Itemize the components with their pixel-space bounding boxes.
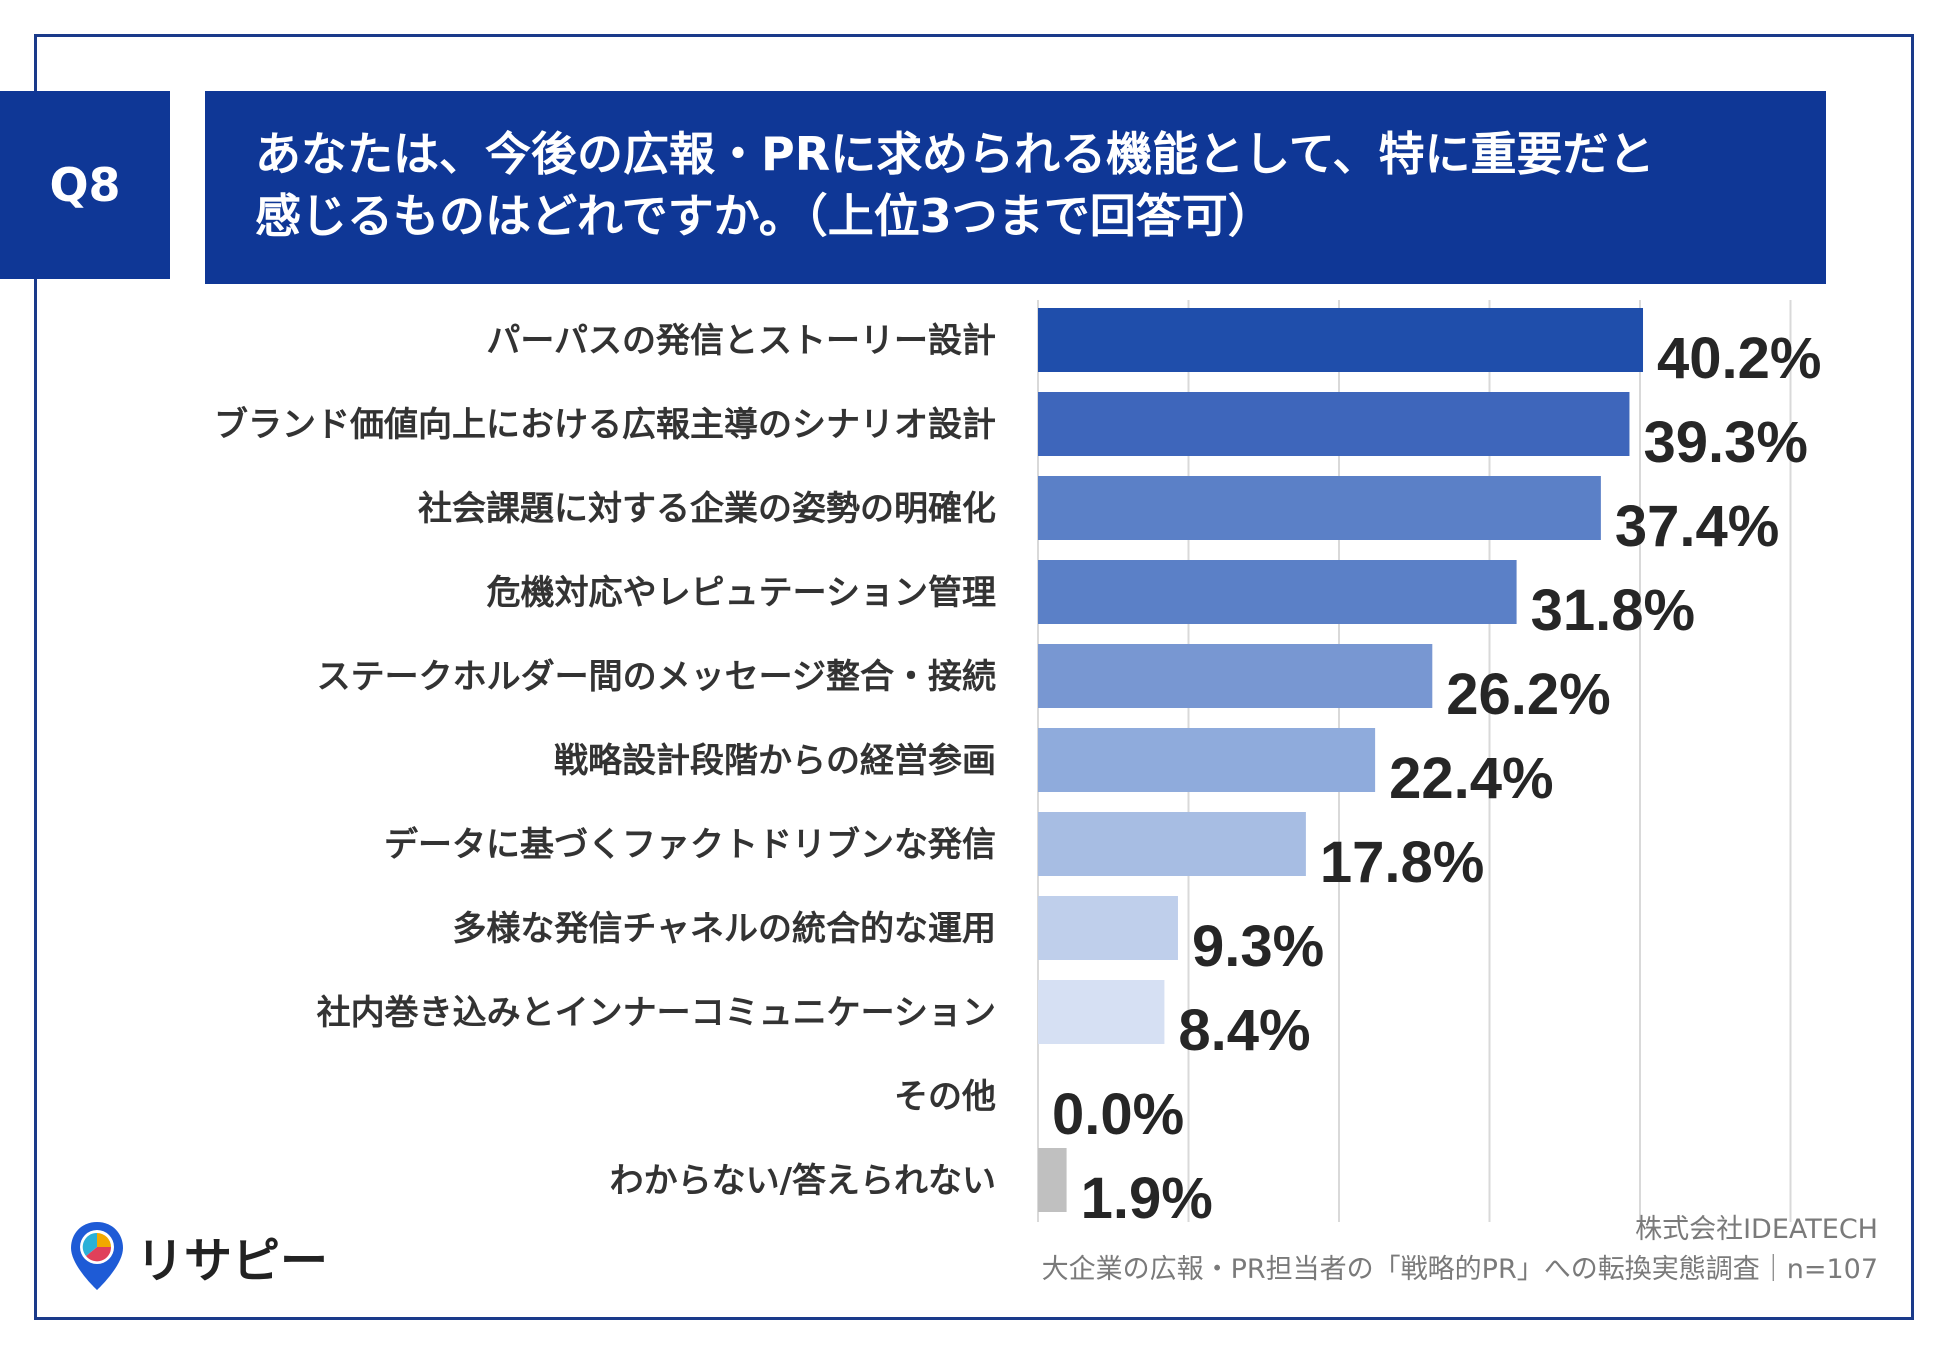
bar (1038, 1148, 1067, 1212)
data-label: 9.3% (1192, 914, 1324, 979)
data-label: 22.4% (1389, 746, 1553, 811)
question-title-line1: あなたは、今後の広報・PRに求められる機能として、特に重要だと (255, 127, 1655, 181)
question-label: Q8 (0, 91, 170, 279)
data-label: 39.3% (1643, 410, 1807, 475)
bar (1038, 812, 1306, 876)
location-pin-icon (71, 1222, 123, 1290)
source-footer: 株式会社IDEATECH 大企業の広報・PR担当者の「戦略的PR」への転換実態調… (1042, 1210, 1878, 1290)
category-label: わからない/答えられない (610, 1161, 996, 1201)
bar (1038, 728, 1376, 792)
category-label: 社内巻き込みとインナーコミュニケーション (317, 993, 996, 1033)
footer-survey: 大企業の広報・PR担当者の「戦略的PR」への転換実態調査｜n=107 (1041, 1254, 1878, 1285)
figure-frame (34, 34, 1914, 1320)
bar (1038, 560, 1517, 624)
brand-logo: リサピー (68, 1220, 328, 1292)
category-label: パーパスの発信とストーリー設計 (486, 321, 996, 361)
category-label: 戦略設計段階からの経営参画 (554, 741, 996, 781)
data-label: 0.0% (1052, 1082, 1184, 1147)
data-label: 26.2% (1446, 662, 1610, 727)
question-title-line2: 感じるものはどれですか。（上位3つまで回答可） (255, 189, 1274, 243)
footer-company: 株式会社IDEATECH (1635, 1214, 1878, 1245)
bar (1038, 896, 1178, 960)
data-label: 40.2% (1657, 326, 1821, 391)
category-label: データに基づくファクトドリブンな発信 (384, 825, 996, 865)
category-label: ブランド価値向上における広報主導のシナリオ設計 (214, 405, 996, 445)
data-label: 8.4% (1178, 998, 1310, 1063)
category-label: 危機対応やレピュテーション管理 (487, 573, 996, 613)
data-label: 1.9% (1081, 1166, 1213, 1231)
bar (1038, 644, 1433, 708)
brand-logo-text: リサピー (136, 1233, 329, 1289)
category-label: その他 (894, 1077, 996, 1117)
bar (1038, 392, 1630, 456)
category-label: 多様な発信チャネルの統合的な運用 (452, 909, 996, 949)
question-title: あなたは、今後の広報・PRに求められる機能として、特に重要だと 感じるものはどれ… (205, 91, 1826, 284)
category-label: ステークホルダー間のメッセージ整合・接続 (317, 657, 996, 697)
bar (1038, 308, 1644, 372)
data-label: 37.4% (1615, 494, 1779, 559)
category-label: 社会課題に対する企業の姿勢の明確化 (418, 489, 996, 529)
data-label: 17.8% (1320, 830, 1484, 895)
data-label: 31.8% (1531, 578, 1695, 643)
bar (1038, 980, 1165, 1044)
bar (1038, 476, 1601, 540)
